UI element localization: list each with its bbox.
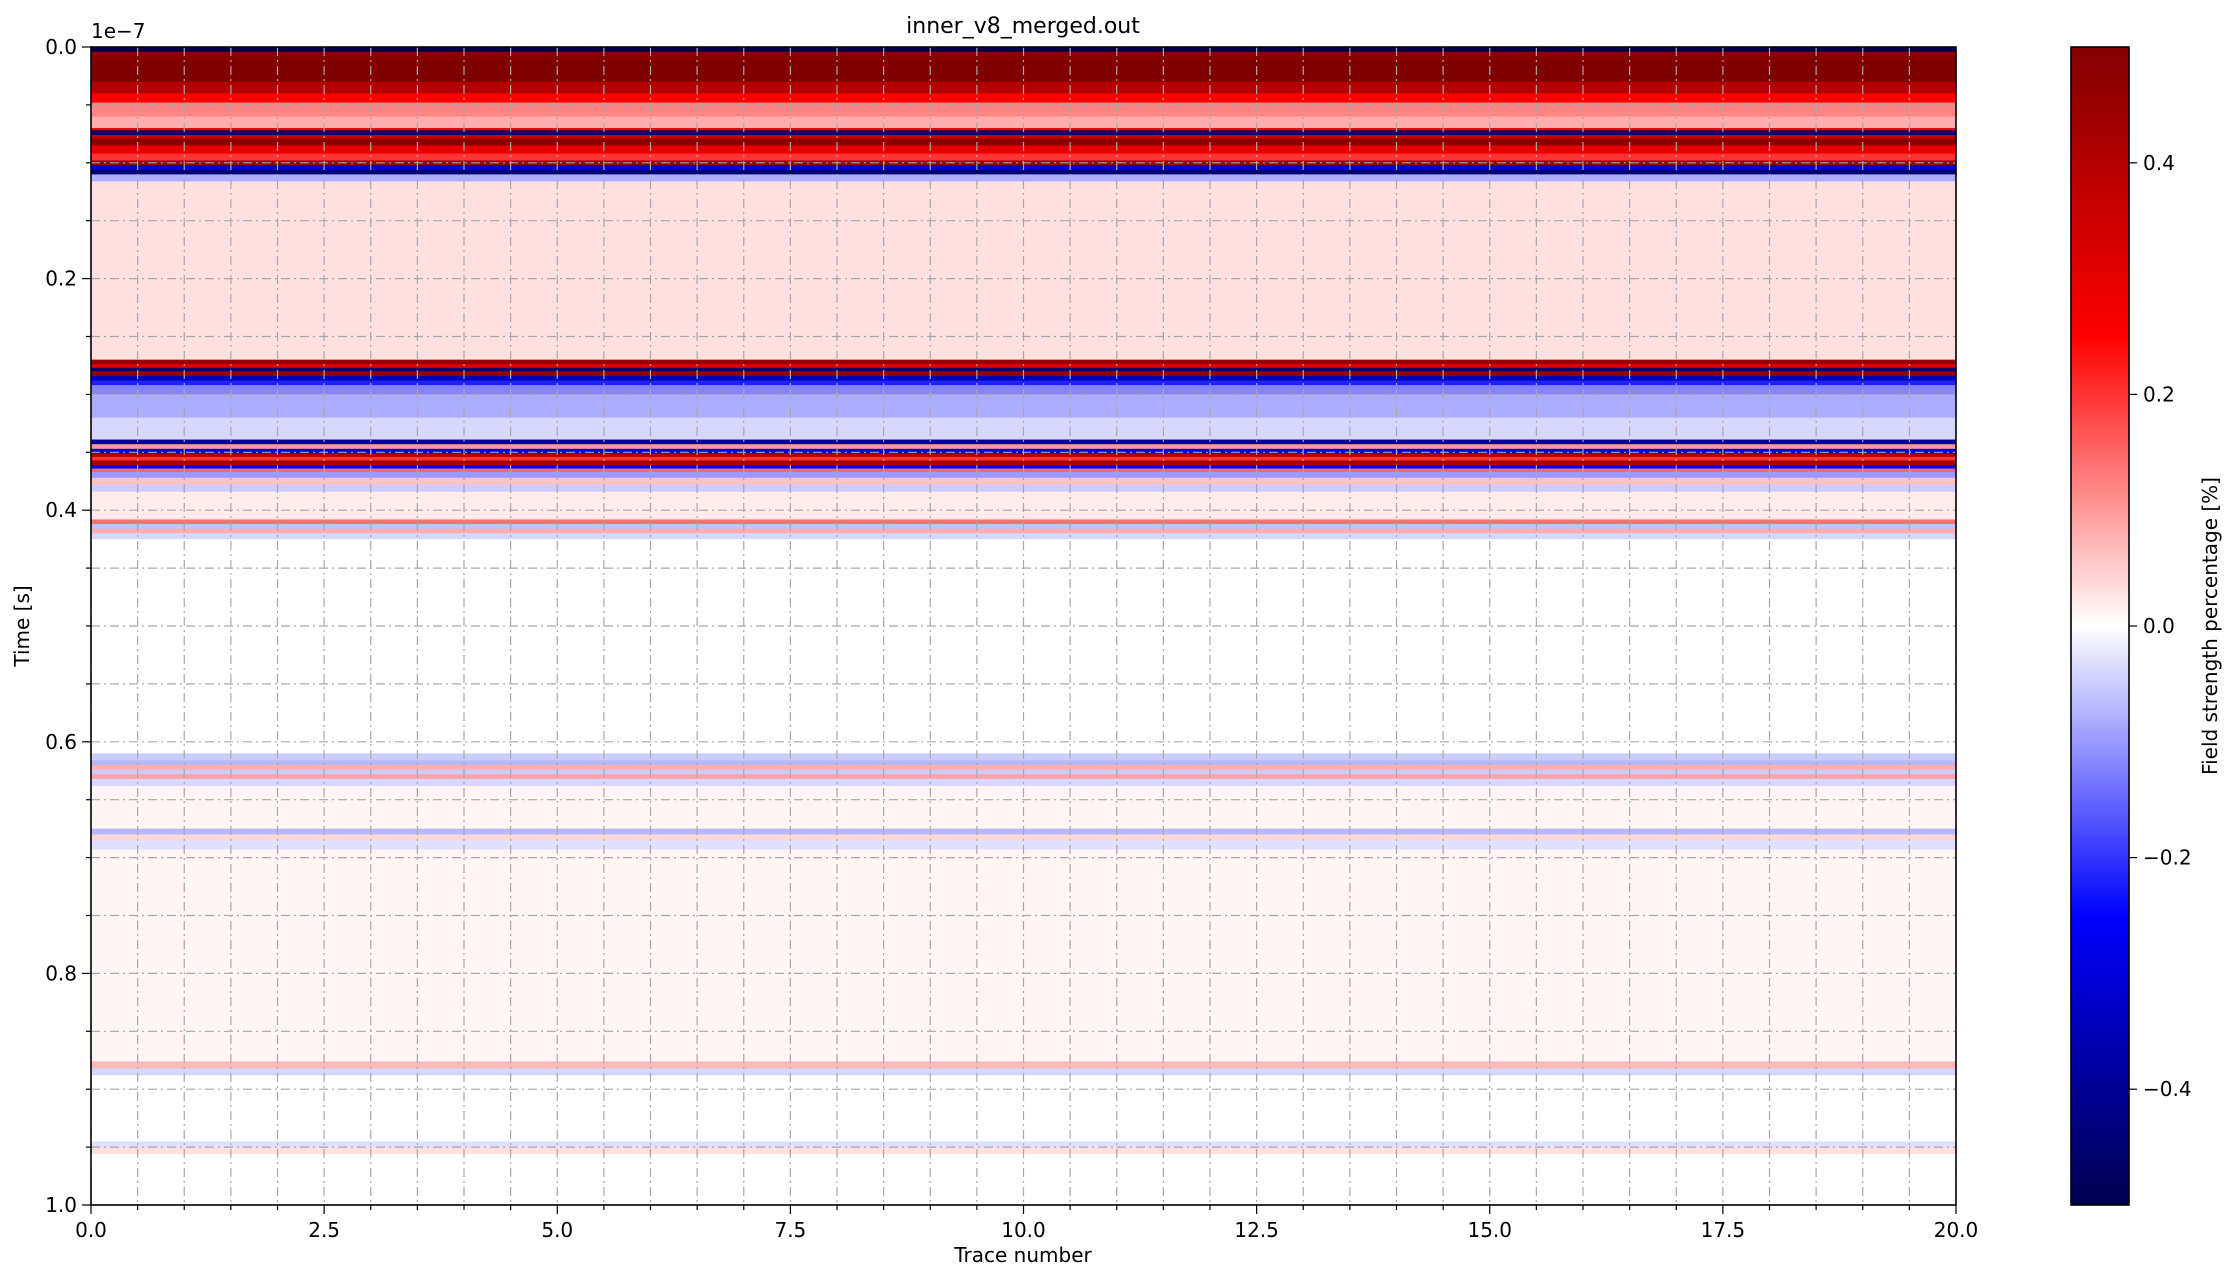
x-tick-label: 5.0 <box>541 1218 573 1242</box>
x-tick-label: 0.0 <box>75 1218 107 1242</box>
x-axis: 0.0 2.5 5.0 7.5 10.0 12.5 15.0 17.5 20.0 <box>75 1205 1978 1242</box>
y-tick-label: 0.6 <box>45 730 77 754</box>
heatmap-band <box>91 471 1956 479</box>
y-tick-label: 0.2 <box>45 267 77 291</box>
heatmap-band <box>91 760 1956 766</box>
heatmap-band <box>91 169 1956 175</box>
heatmap-band <box>91 456 1956 461</box>
heatmap-band <box>91 153 1956 161</box>
y-tick-label: 0.0 <box>45 35 77 59</box>
x-tick-label: 20.0 <box>1934 1218 1979 1242</box>
y-tick-label: 0.4 <box>45 498 77 522</box>
colorbar: 0.4 0.2 0.0 −0.2 −0.4 Field strength percent… <box>2070 46 2222 1206</box>
grid <box>91 47 1956 1205</box>
y-axis-label: Time [s] <box>10 585 34 667</box>
colorbar-tick-label: 0.2 <box>2143 382 2175 406</box>
heatmap-band <box>91 174 1956 182</box>
heatmap-band <box>91 367 1956 372</box>
heatmap-band <box>91 477 1956 486</box>
x-axis-label: Trace number <box>953 1243 1092 1267</box>
colorbar-tick-label: −0.2 <box>2143 846 2192 870</box>
heatmap-band <box>91 359 1956 365</box>
colorbar-ticks: 0.4 0.2 0.0 −0.2 −0.4 <box>2129 151 2192 1101</box>
chart-title: inner_v8_merged.out <box>906 14 1140 39</box>
x-tick-label: 2.5 <box>308 1218 340 1242</box>
x-tick-label: 10.0 <box>1001 1218 1046 1242</box>
x-tick-label: 17.5 <box>1701 1218 1746 1242</box>
heatmap-band <box>91 460 1956 466</box>
y-tick-label: 0.8 <box>45 961 77 985</box>
x-tick-label: 15.0 <box>1467 1218 1512 1242</box>
heatmap-band <box>91 539 1956 754</box>
y-tick-label: 1.0 <box>45 1193 77 1217</box>
heatmap-band <box>91 528 1956 534</box>
x-tick-label: 7.5 <box>774 1218 806 1242</box>
colorbar-label: Field strength percentage [%] <box>2198 477 2222 775</box>
heatmap-band <box>91 1068 1956 1076</box>
heatmap-band <box>91 130 1956 136</box>
colorbar-gradient <box>2070 46 2130 1206</box>
y-offset-label: 1e−7 <box>91 19 146 43</box>
colorbar-tick-label: 0.4 <box>2143 151 2175 175</box>
heatmap-band <box>91 1061 1956 1069</box>
colorbar-tick-label: 0.0 <box>2143 614 2175 638</box>
heatmap-band <box>91 1154 1956 1205</box>
heatmap-band <box>91 834 1956 841</box>
heatmap-band <box>91 453 1956 458</box>
heatmap-band <box>91 364 1956 369</box>
heatmap-band <box>91 764 1956 771</box>
x-tick-label: 12.5 <box>1234 1218 1279 1242</box>
colorbar-tick-label: −0.4 <box>2143 1077 2192 1101</box>
heatmap-band <box>91 439 1956 445</box>
y-axis: 0.0 0.2 0.4 0.6 0.8 1.0 <box>45 35 91 1217</box>
